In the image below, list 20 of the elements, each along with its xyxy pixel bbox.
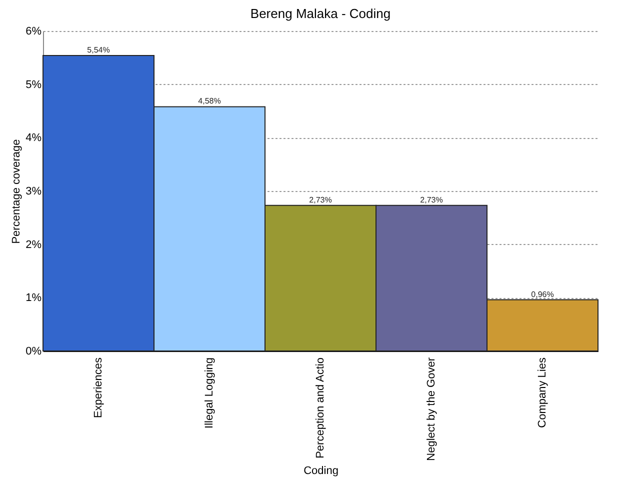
chart-title: Bereng Malaka - Coding xyxy=(250,6,391,21)
data-label: 2,73% xyxy=(420,195,443,204)
x-tick-label: Company Lies xyxy=(536,357,548,428)
x-tick-label: Illegal Logging xyxy=(204,358,216,428)
y-tick-label: 1% xyxy=(26,292,42,304)
data-label: 0,96% xyxy=(531,290,554,299)
y-tick-label: 3% xyxy=(26,186,42,198)
y-tick-label: 2% xyxy=(26,238,42,251)
y-tick-label: 0% xyxy=(26,346,42,358)
x-tick-label: Neglect by the Gover xyxy=(426,357,438,461)
y-tick-label: 5% xyxy=(26,78,42,91)
data-label: 2,73% xyxy=(309,195,332,204)
x-axis-title: Coding xyxy=(304,464,338,477)
data-label: 5,54% xyxy=(87,46,110,55)
x-tick-label: Experiences xyxy=(92,357,104,418)
y-tick-label: 6% xyxy=(26,26,42,38)
x-tick-label: Perception and Actio xyxy=(314,358,326,458)
y-tick-label: 4% xyxy=(26,132,42,144)
y-axis-title: Percentage coverage xyxy=(10,139,23,244)
data-label: 4,58% xyxy=(198,96,221,106)
